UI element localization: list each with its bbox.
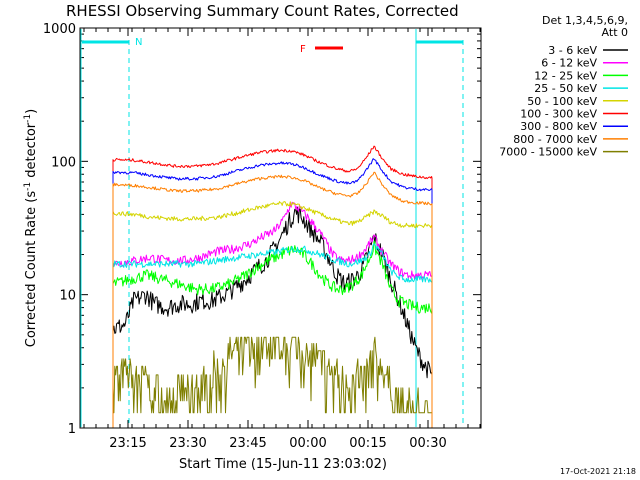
- series-line-9: [112, 336, 433, 428]
- y-tick-label: 1: [68, 422, 76, 437]
- y-tick-label: 100: [51, 155, 76, 170]
- night-flag-label: N: [135, 37, 142, 48]
- x-tick-label: 23:45: [229, 436, 266, 451]
- legend-header-1: Det 1,3,4,5,6,9,: [542, 14, 628, 27]
- legend-label: 7000 - 15000 keV: [499, 146, 597, 159]
- series-line-2: [112, 201, 433, 428]
- series-line-8: [112, 171, 433, 428]
- y-axis-label-mid: detector: [24, 122, 39, 182]
- y-tick-label: 1000: [43, 22, 76, 37]
- footer-timestamp: 17-Oct-2021 21:18: [560, 467, 636, 476]
- x-tick-label: 00:15: [349, 436, 386, 451]
- legend-label: 6 - 12 keV: [541, 57, 597, 70]
- legend-label: 50 - 100 keV: [527, 95, 597, 108]
- y-axis-label-main: Corrected Count Rate (s: [24, 191, 39, 348]
- x-tick-label: 23:15: [109, 436, 146, 451]
- legend-label: 800 - 7000 keV: [513, 133, 597, 146]
- y-axis-label-sup1: -1: [23, 182, 33, 191]
- x-tick-label: 23:30: [169, 436, 206, 451]
- legend-label: 100 - 300 keV: [520, 108, 597, 121]
- series-line-6: [112, 145, 433, 428]
- x-tick-label: 00:00: [289, 436, 326, 451]
- chart-title: RHESSI Observing Summary Count Rates, Co…: [66, 2, 459, 20]
- legend-label: 300 - 800 keV: [520, 120, 597, 133]
- legend-label: 25 - 50 keV: [534, 82, 597, 95]
- x-tick-label: 00:30: [409, 436, 446, 451]
- flags: NF: [80, 29, 464, 427]
- plot-frame: [79, 27, 482, 429]
- series-line-3: [112, 240, 433, 428]
- y-tick-label: 10: [59, 289, 76, 304]
- series-line-5: [112, 201, 433, 428]
- series-line-7: [112, 158, 433, 428]
- svg-text:Corrected Count Rate (s-1 dete: Corrected Count Rate (s-1 detector-1): [23, 109, 39, 347]
- y-axis-label: Corrected Count Rate (s-1 detector-1): [23, 109, 39, 347]
- series-lines: [112, 145, 433, 428]
- legend-header-2: Att 0: [602, 26, 628, 39]
- series-line-4: [112, 243, 433, 428]
- y-axis-label-sup2: -1: [23, 114, 33, 123]
- y-axis-label-end: ): [24, 109, 39, 114]
- legend-label: 3 - 6 keV: [548, 44, 597, 57]
- axis-ticks: 23:15 23:30 23:45 00:00 00:15 00:30 1 10 100 1000: [43, 22, 481, 451]
- legend-label: 12 - 25 keV: [534, 69, 597, 82]
- flare-flag-label: F: [300, 44, 306, 55]
- x-axis-label: Start Time (15-Jun-11 23:03:02): [179, 457, 387, 472]
